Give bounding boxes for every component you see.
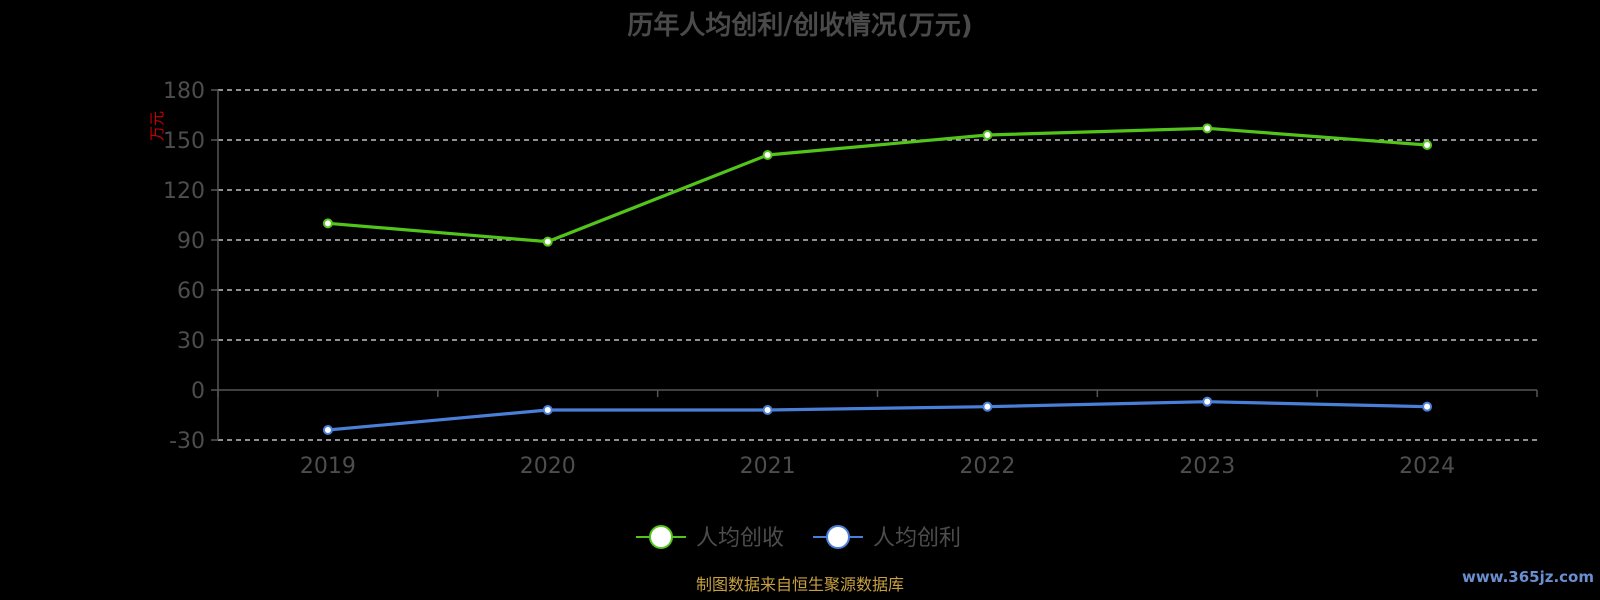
x-tick-label: 2020	[520, 454, 576, 479]
data-point[interactable]	[322, 425, 333, 435]
legend-item-0[interactable]: 人均创收	[636, 525, 784, 551]
data-point[interactable]	[982, 401, 993, 412]
source-footer: 制图数据来自恒生聚源数据库	[696, 575, 904, 594]
series-layer	[322, 123, 1433, 435]
x-tick-label: 2021	[740, 454, 796, 479]
y-tick-label: 0	[191, 379, 205, 404]
data-point[interactable]	[542, 405, 553, 415]
grid-layer	[218, 89, 1537, 441]
watermark: www.365jz.com	[1462, 568, 1594, 586]
data-point[interactable]	[542, 236, 553, 247]
axis-layer: 180 150 120 90 60 30 0 -30 2019 2020 2021 2022 2023 2…	[163, 79, 1538, 479]
legend-label: 人均创利	[873, 526, 961, 551]
data-point[interactable]	[1202, 396, 1213, 407]
y-tick-label: 150	[163, 129, 205, 154]
data-point[interactable]	[762, 150, 773, 160]
data-point[interactable]	[322, 218, 333, 229]
y-tick-label: 90	[177, 229, 205, 254]
y-tick-label: 30	[177, 329, 205, 354]
series-0	[322, 123, 1433, 247]
legend-marker	[649, 525, 673, 549]
legend-marker	[826, 525, 850, 549]
series-1	[322, 396, 1433, 435]
chart-title: 历年人均创利/创收情况(万元)	[627, 10, 972, 41]
series-line	[327, 126, 1428, 244]
x-tick-label: 2024	[1399, 454, 1455, 479]
x-tick-label: 2023	[1179, 454, 1235, 479]
legend-label: 人均创收	[696, 526, 784, 551]
data-point[interactable]	[1422, 401, 1433, 412]
y-axis-unit: 万元	[148, 111, 166, 141]
y-tick-label: 60	[177, 279, 205, 304]
y-tick-label: 120	[163, 179, 205, 204]
data-point[interactable]	[1202, 123, 1213, 134]
data-point[interactable]	[762, 405, 773, 415]
data-point[interactable]	[1422, 140, 1433, 150]
series-line	[327, 400, 1428, 432]
x-tick-label: 2019	[300, 454, 356, 479]
legend[interactable]: 人均创收 人均创利	[636, 525, 961, 551]
data-point[interactable]	[982, 130, 993, 140]
x-tick-label: 2022	[959, 454, 1015, 479]
legend-item-1[interactable]: 人均创利	[813, 525, 961, 551]
y-tick-label: 180	[163, 79, 205, 104]
y-tick-label: -30	[169, 429, 205, 454]
